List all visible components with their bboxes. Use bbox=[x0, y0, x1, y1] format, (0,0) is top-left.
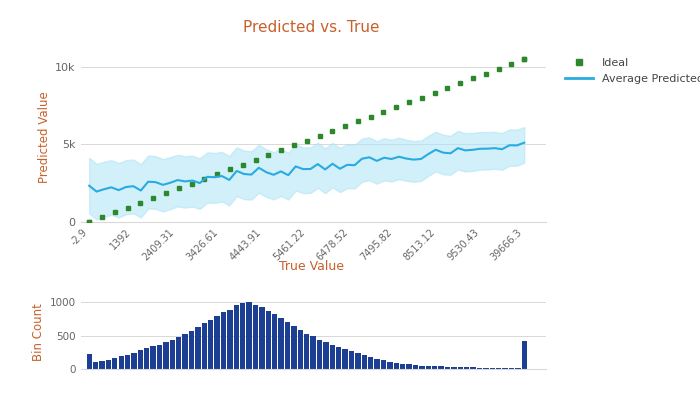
Bar bbox=[522, 341, 527, 369]
Bar bbox=[132, 353, 136, 369]
Bar bbox=[208, 320, 213, 369]
Bar bbox=[234, 305, 239, 369]
Bar bbox=[253, 304, 258, 369]
Bar bbox=[438, 366, 444, 369]
Bar bbox=[169, 340, 175, 369]
Bar bbox=[221, 312, 226, 369]
Bar bbox=[285, 322, 290, 369]
Bar bbox=[426, 366, 431, 369]
Bar bbox=[246, 302, 252, 369]
Bar bbox=[349, 351, 354, 369]
Bar bbox=[419, 366, 425, 369]
Bar bbox=[99, 361, 105, 369]
Bar bbox=[368, 357, 373, 369]
Bar bbox=[515, 368, 521, 369]
Y-axis label: Bin Count: Bin Count bbox=[32, 303, 46, 361]
Bar bbox=[157, 345, 162, 369]
Bar bbox=[355, 353, 360, 369]
Bar bbox=[509, 368, 514, 369]
Bar bbox=[483, 368, 489, 369]
Legend: Ideal, Average Predicted Value: Ideal, Average Predicted Value bbox=[561, 54, 700, 88]
Bar bbox=[272, 314, 277, 369]
Bar bbox=[93, 362, 98, 369]
Bar bbox=[202, 324, 207, 369]
Bar bbox=[387, 362, 393, 369]
Bar bbox=[150, 346, 156, 369]
Bar bbox=[291, 326, 297, 369]
Bar bbox=[195, 327, 201, 369]
Bar bbox=[407, 364, 412, 369]
Bar bbox=[317, 339, 322, 369]
Bar bbox=[444, 367, 450, 369]
Bar bbox=[452, 367, 456, 369]
Bar bbox=[214, 316, 220, 369]
Bar bbox=[477, 368, 482, 369]
Bar bbox=[470, 367, 476, 369]
Bar bbox=[342, 349, 348, 369]
Bar bbox=[336, 347, 342, 369]
Bar bbox=[298, 330, 303, 369]
Text: True Value: True Value bbox=[279, 260, 344, 273]
Y-axis label: Predicted Value: Predicted Value bbox=[38, 91, 51, 183]
Bar bbox=[489, 368, 495, 369]
Bar bbox=[503, 368, 507, 369]
Bar bbox=[125, 355, 130, 369]
Bar bbox=[374, 359, 380, 369]
Bar bbox=[432, 366, 438, 369]
Bar bbox=[279, 318, 284, 369]
Bar bbox=[330, 345, 335, 369]
Bar bbox=[393, 363, 399, 369]
Bar bbox=[183, 334, 188, 369]
Bar bbox=[381, 360, 386, 369]
Bar bbox=[304, 334, 309, 369]
Bar bbox=[240, 303, 246, 369]
Bar bbox=[496, 368, 501, 369]
Bar bbox=[112, 358, 118, 369]
Bar bbox=[176, 337, 181, 369]
Bar bbox=[310, 336, 316, 369]
Bar bbox=[87, 354, 92, 369]
Bar bbox=[323, 342, 328, 369]
Bar bbox=[259, 307, 265, 369]
Bar bbox=[228, 310, 232, 369]
Bar bbox=[189, 331, 194, 369]
Bar bbox=[362, 355, 367, 369]
Bar bbox=[458, 367, 463, 369]
Bar bbox=[163, 342, 169, 369]
Bar bbox=[464, 367, 469, 369]
Text: Predicted vs. True: Predicted vs. True bbox=[244, 20, 379, 35]
Bar bbox=[144, 348, 150, 369]
Bar bbox=[413, 365, 418, 369]
Bar bbox=[266, 311, 271, 369]
Bar bbox=[400, 364, 405, 369]
Bar bbox=[106, 360, 111, 369]
Bar bbox=[138, 351, 143, 369]
Bar bbox=[118, 357, 124, 369]
